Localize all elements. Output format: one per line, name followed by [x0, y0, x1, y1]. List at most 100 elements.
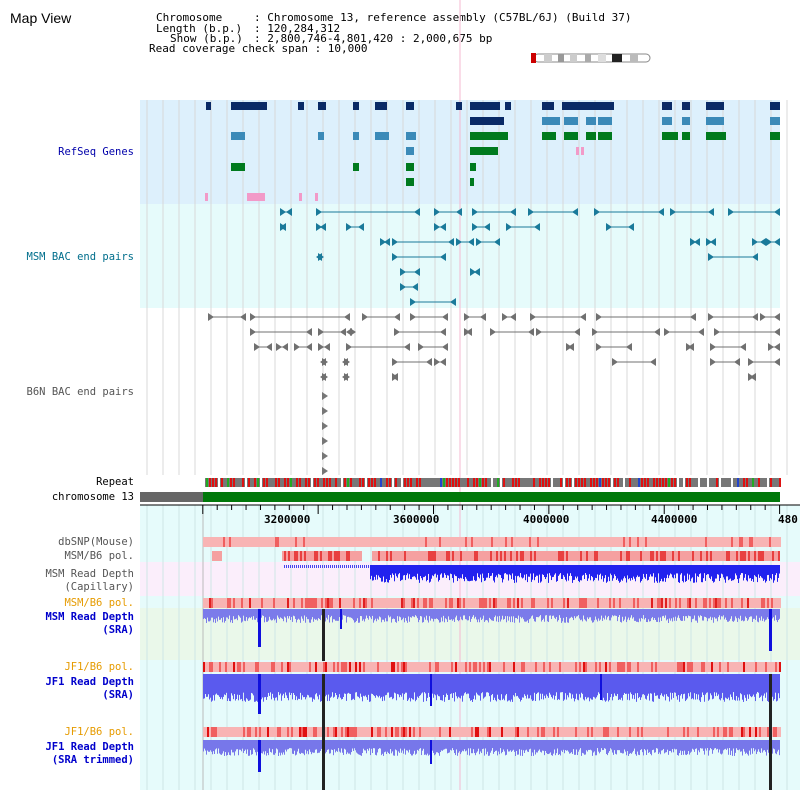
depth-bar	[580, 609, 581, 621]
depth-bar	[507, 565, 508, 575]
bac-end-marker	[502, 313, 508, 321]
polymorphism-cell	[540, 551, 542, 561]
bac-end-marker	[484, 223, 490, 231]
polymorphism-cell	[533, 662, 535, 672]
track-label-jf1-depth-sra[interactable]: JF1 Read Depth	[45, 676, 134, 688]
polymorphism-cell	[432, 551, 434, 561]
depth-bar	[639, 609, 640, 619]
depth-bar	[268, 609, 269, 621]
depth-bar	[610, 609, 611, 621]
track-label-chromosome[interactable]: chromosome 13	[51, 491, 134, 503]
track-label-msm-bac[interactable]: MSM BAC end pairs	[26, 251, 134, 263]
track-label-refseq[interactable]: RefSeq Genes	[58, 146, 134, 158]
polymorphism-cell	[305, 598, 307, 608]
polymorphism-cell	[386, 551, 388, 561]
polymorphism-cell	[643, 662, 645, 672]
depth-bar	[444, 565, 445, 574]
polymorphism-cell	[731, 727, 733, 737]
repeat-element	[611, 478, 613, 487]
polymorphism-cell	[515, 598, 517, 608]
depth-bar	[703, 609, 704, 621]
depth-bar	[485, 565, 486, 581]
depth-bar	[374, 609, 375, 621]
track-label-jf1-depth-trim[interactable]: JF1 Read Depth	[45, 741, 134, 753]
bac-end-marker	[572, 208, 578, 216]
depth-bar	[571, 565, 572, 576]
polymorphism-cell	[345, 537, 347, 547]
polymorphism-cell	[466, 551, 468, 561]
depth-bar	[734, 740, 735, 756]
polymorphism-cell	[391, 727, 393, 737]
repeat-element	[206, 478, 208, 487]
depth-bar	[296, 609, 297, 623]
repeat-element	[257, 478, 259, 487]
depth-bar	[261, 740, 262, 754]
depth-bar	[493, 674, 494, 701]
polymorphism-cell	[532, 551, 534, 561]
polymorphism-cell	[290, 551, 292, 561]
polymorphism-cell	[449, 662, 451, 672]
depth-bar	[209, 740, 210, 752]
depth-bar	[610, 565, 611, 574]
polymorphism-cell	[597, 598, 599, 608]
depth-bar	[702, 740, 703, 749]
polymorphism-cell	[275, 598, 277, 608]
depth-bar	[700, 740, 701, 749]
polymorphism-cell	[492, 551, 494, 561]
track-label-jf1-pol[interactable]: JF1/B6 pol.	[64, 661, 134, 673]
chromosome-ideogram[interactable]	[530, 53, 651, 63]
polymorphism-cell	[573, 537, 575, 547]
gene-feature	[247, 193, 265, 201]
polymorphism-cell	[257, 662, 259, 672]
depth-bar	[278, 740, 279, 756]
track-label-b6n-bac[interactable]: B6N BAC end pairs	[26, 386, 134, 398]
polymorphism-cell	[761, 598, 763, 608]
track-label-repeat[interactable]: Repeat	[96, 476, 134, 488]
polymorphism-cell	[476, 551, 478, 561]
depth-bar	[767, 565, 768, 576]
depth-bar	[434, 565, 435, 575]
depth-bar	[564, 609, 565, 623]
track-label-msm-b6-pol[interactable]: MSM/B6 pol.	[64, 550, 134, 562]
depth-bar	[715, 674, 716, 697]
track-label-msm-depth-cap[interactable]: MSM Read Depth	[45, 568, 134, 580]
depth-bar	[379, 674, 380, 696]
depth-bar	[233, 674, 234, 700]
depth-bar	[489, 609, 490, 618]
depth-bar	[594, 565, 595, 580]
depth-bar	[346, 674, 347, 701]
depth-bar	[727, 740, 728, 749]
depth-bar	[306, 565, 307, 568]
depth-bar	[415, 740, 416, 755]
depth-bar	[590, 674, 591, 699]
depth-bar	[286, 740, 287, 752]
track-label-msm-b6-pol-sra[interactable]: MSM/B6 pol.	[64, 597, 134, 609]
depth-bar	[204, 740, 205, 749]
polymorphism-cell	[455, 598, 457, 608]
depth-bar	[527, 565, 528, 583]
polymorphism-cell	[296, 551, 298, 561]
track-label-jf1-pol-trim[interactable]: JF1/B6 pol.	[64, 726, 134, 738]
track-label-dbsnp[interactable]: dbSNP(Mouse)	[58, 536, 134, 548]
depth-bar	[716, 740, 717, 750]
polymorphism-cell	[501, 727, 503, 737]
track-label-msm-depth-sra[interactable]: MSM Read Depth	[45, 611, 134, 623]
depth-bar	[711, 609, 712, 621]
depth-bar	[709, 740, 710, 751]
depth-bar	[389, 565, 390, 580]
depth-bar	[659, 609, 660, 623]
polymorphism-cell	[263, 598, 265, 608]
depth-bar	[537, 674, 538, 693]
depth-bar	[205, 740, 206, 751]
depth-bar	[234, 674, 235, 694]
depth-bar	[594, 740, 595, 752]
polymorphism-cell	[683, 598, 685, 608]
polymorphism-cell	[373, 537, 375, 547]
depth-bar	[256, 740, 257, 756]
polymorphism-cell	[425, 727, 427, 737]
depth-bar	[397, 565, 398, 578]
polymorphism-cell	[555, 727, 557, 737]
polymorphism-cell	[518, 551, 520, 561]
depth-bar	[266, 740, 267, 756]
